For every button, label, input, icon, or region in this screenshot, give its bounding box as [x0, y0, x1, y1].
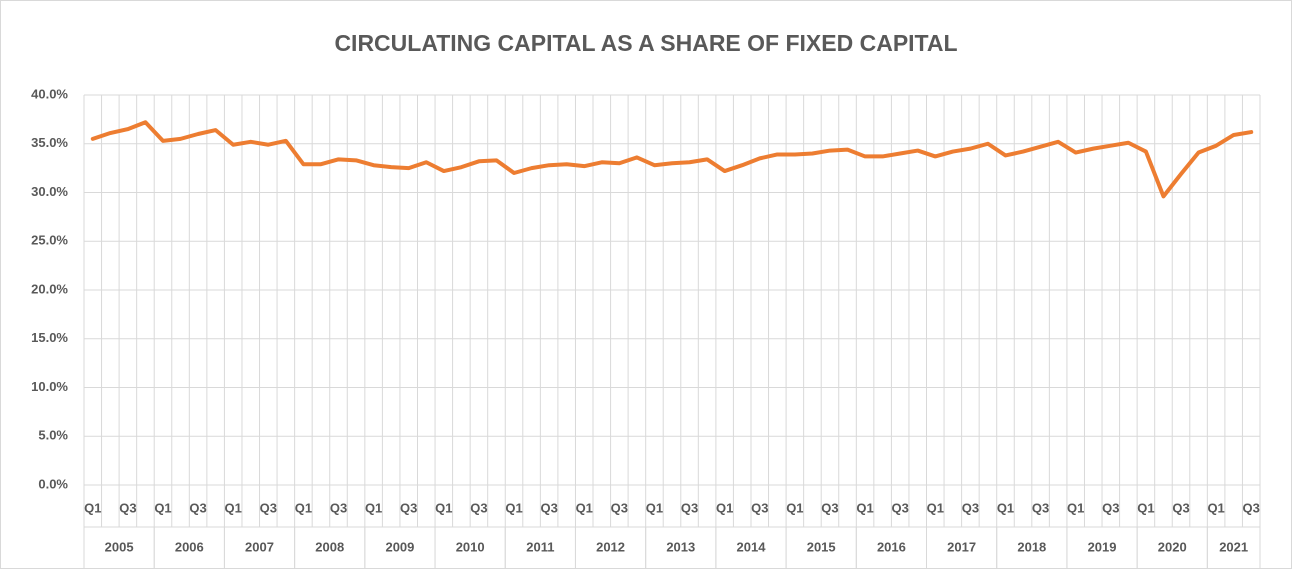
- x-tick-label: Q1: [295, 500, 312, 515]
- year-label: 2006: [175, 539, 204, 554]
- x-tick-label: Q3: [892, 500, 909, 515]
- x-tick-label: Q1: [1207, 500, 1224, 515]
- x-tick-label: Q1: [505, 500, 522, 515]
- year-label: 2007: [245, 539, 274, 554]
- x-tick-label: Q1: [225, 500, 242, 515]
- x-tick-label: Q3: [119, 500, 136, 515]
- x-tick-label: Q1: [646, 500, 663, 515]
- series-line: [90, 120, 1254, 199]
- y-tick-label: 0.0%: [38, 476, 68, 491]
- x-tick-label: Q1: [1067, 500, 1084, 515]
- x-tick-label: Q1: [1137, 500, 1154, 515]
- x-tick-label: Q3: [400, 500, 417, 515]
- x-tick-label: Q3: [1032, 500, 1049, 515]
- x-tick-label: Q1: [927, 500, 944, 515]
- y-tick-label: 40.0%: [31, 86, 68, 101]
- x-tick-label: Q1: [716, 500, 733, 515]
- year-label: 2011: [526, 539, 554, 554]
- y-tick-label: 35.0%: [31, 135, 68, 150]
- x-tick-label: Q3: [962, 500, 979, 515]
- y-tick-label: 15.0%: [31, 330, 68, 345]
- year-label: 2019: [1088, 539, 1117, 554]
- year-label: 2021: [1219, 539, 1248, 554]
- chart-title: CIRCULATING CAPITAL AS A SHARE OF FIXED …: [334, 30, 957, 56]
- x-tick-label: Q3: [540, 500, 557, 515]
- x-tick-label: Q3: [330, 500, 347, 515]
- y-tick-label: 5.0%: [38, 428, 68, 443]
- x-tick-label: Q1: [435, 500, 452, 515]
- year-label: 2010: [456, 539, 485, 554]
- year-label: 2015: [807, 539, 836, 554]
- year-label: 2020: [1158, 539, 1187, 554]
- year-label: 2017: [947, 539, 976, 554]
- x-tick-label: Q3: [751, 500, 768, 515]
- year-label: 2018: [1017, 539, 1046, 554]
- y-tick-label: 25.0%: [31, 233, 68, 248]
- x-tick-label: Q1: [576, 500, 593, 515]
- x-tick-label: Q1: [856, 500, 873, 515]
- year-label: 2009: [385, 539, 414, 554]
- y-tick-label: 20.0%: [31, 281, 68, 296]
- year-label: 2008: [315, 539, 344, 554]
- x-tick-label: Q3: [260, 500, 277, 515]
- x-tick-label: Q3: [681, 500, 698, 515]
- y-tick-label: 10.0%: [31, 379, 68, 394]
- x-tick-label: Q3: [189, 500, 206, 515]
- x-tick-label: Q1: [997, 500, 1014, 515]
- year-label: 2012: [596, 539, 625, 554]
- x-tick-label: Q1: [84, 500, 101, 515]
- x-tick-label: Q3: [611, 500, 628, 515]
- x-tick-label: Q1: [154, 500, 171, 515]
- x-tick-label: Q1: [786, 500, 803, 515]
- x-tick-label: Q3: [1102, 500, 1119, 515]
- year-label: 2005: [105, 539, 134, 554]
- x-tick-label: Q3: [470, 500, 487, 515]
- x-tick-label: Q3: [1172, 500, 1189, 515]
- year-label: 2013: [666, 539, 695, 554]
- year-label: 2016: [877, 539, 906, 554]
- x-tick-label: Q3: [821, 500, 838, 515]
- year-label: 2014: [737, 539, 767, 554]
- x-tick-label: Q3: [1243, 500, 1260, 515]
- y-tick-label: 30.0%: [31, 184, 68, 199]
- x-tick-label: Q1: [365, 500, 382, 515]
